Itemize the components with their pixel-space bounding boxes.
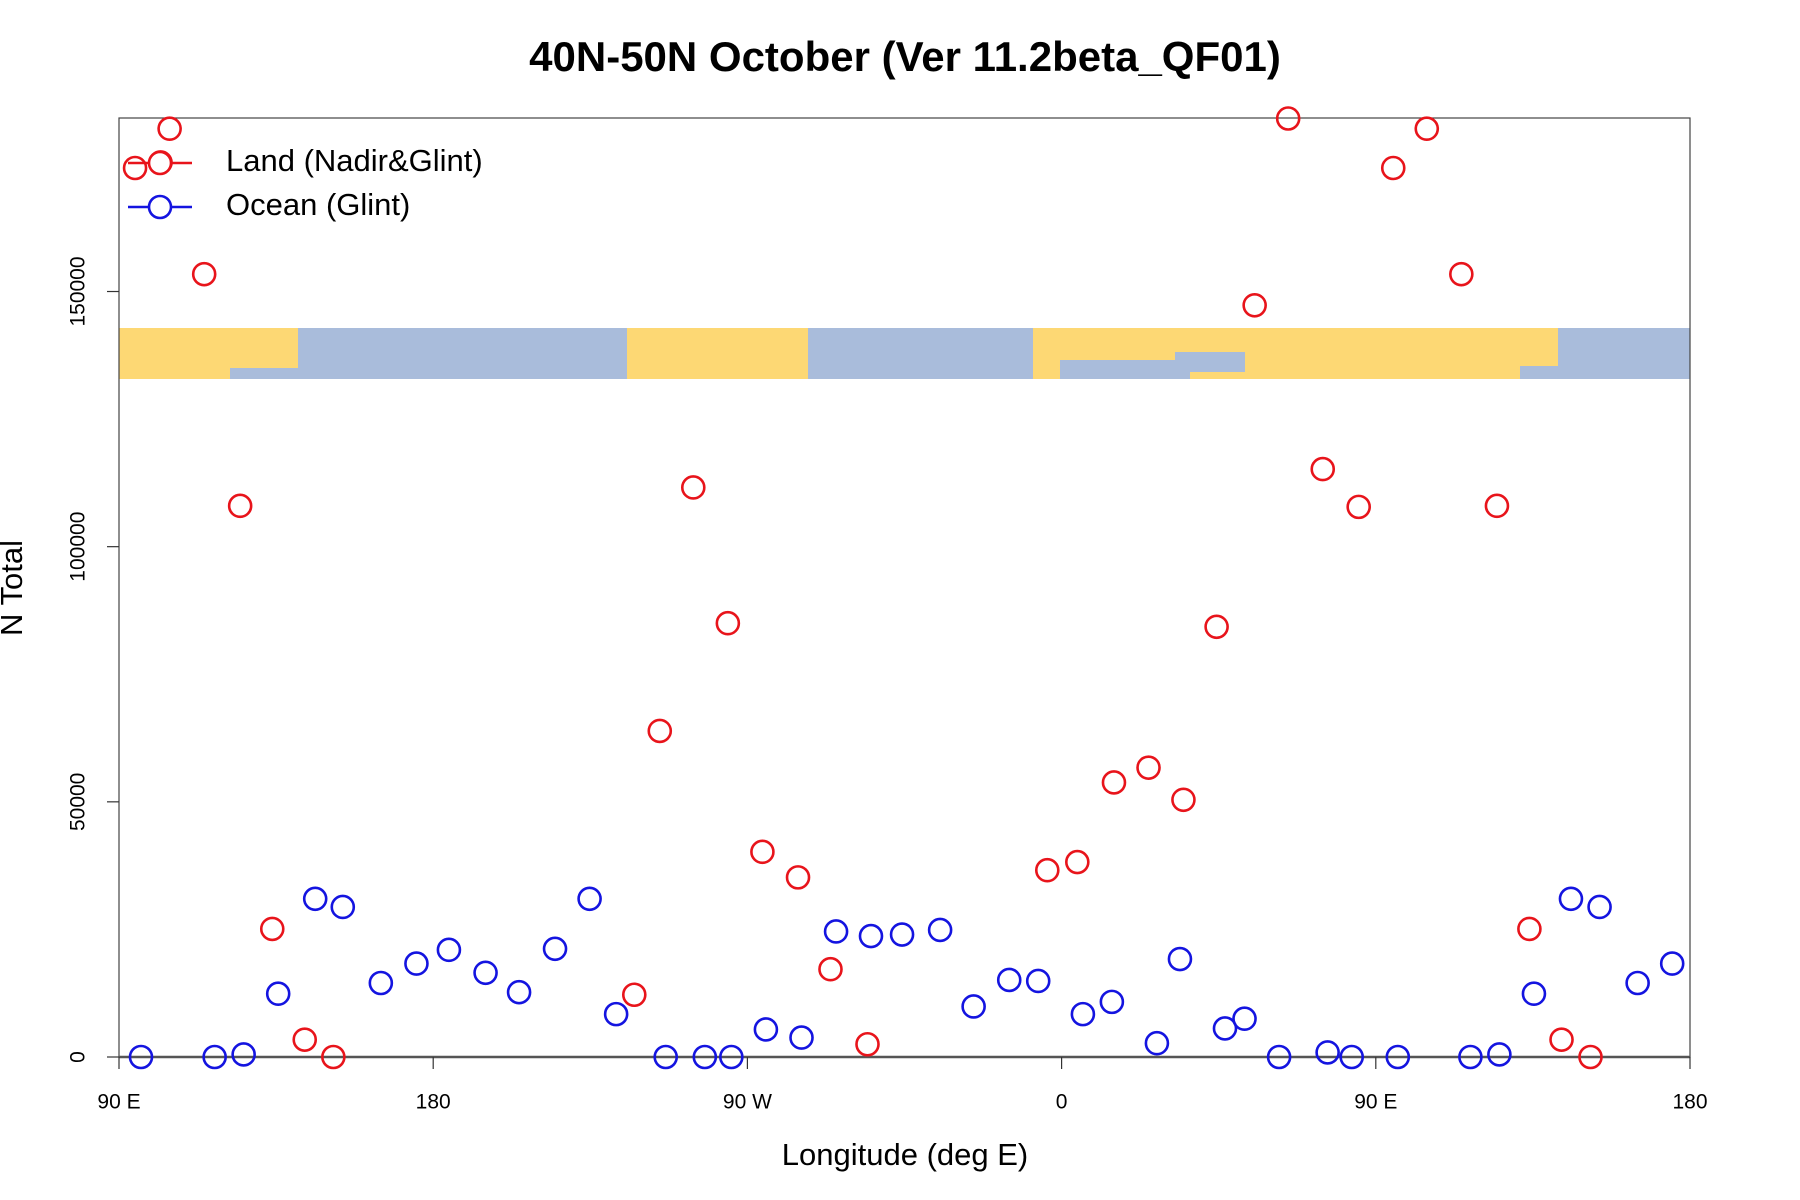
y-tick-label: 50000: [67, 773, 90, 831]
point: [1101, 770, 1127, 795]
point: [1315, 1040, 1340, 1065]
y-axis-label: N Total: [0, 540, 29, 636]
point: [1380, 155, 1406, 181]
point: [789, 1025, 814, 1050]
point: [1034, 857, 1060, 883]
point: [889, 922, 915, 947]
point: [1339, 1044, 1365, 1070]
point: [1065, 849, 1090, 875]
point: [1204, 614, 1229, 640]
point: [1070, 1001, 1096, 1027]
point: [1346, 494, 1371, 520]
point: [715, 610, 741, 636]
legend-label: Ocean (Glint): [226, 187, 410, 222]
x-tick-label: 180: [416, 1091, 451, 1114]
point: [818, 956, 843, 982]
point: [157, 116, 182, 142]
point: [1484, 493, 1510, 519]
point: [436, 937, 462, 963]
legend-marker: [147, 150, 173, 176]
point: [1171, 787, 1196, 813]
point: [1266, 1044, 1292, 1070]
legend-label: Land (Nadir&Glint): [226, 143, 483, 178]
point: [506, 979, 532, 1005]
point: [227, 493, 253, 519]
point: [122, 155, 148, 181]
point: [1144, 1030, 1170, 1056]
y-tick-label: 150000: [67, 256, 90, 326]
point: [1242, 292, 1267, 318]
point: [927, 917, 953, 943]
x-tick-label: 180: [1672, 1091, 1707, 1114]
point: [1385, 1044, 1411, 1070]
point: [292, 1027, 318, 1052]
point: [191, 261, 217, 287]
point: [753, 1017, 779, 1042]
point: [231, 1042, 256, 1067]
point: [1487, 1042, 1512, 1067]
point: [961, 994, 986, 1019]
point: [1549, 1027, 1574, 1052]
point: [1449, 261, 1474, 287]
point: [1025, 968, 1051, 994]
point: [1212, 1016, 1238, 1041]
point: [1310, 456, 1336, 482]
point: [858, 923, 884, 949]
point: [202, 1044, 227, 1070]
point: [404, 951, 429, 976]
point: [265, 981, 291, 1007]
plot-frame: [118, 117, 1691, 1058]
point: [577, 886, 602, 912]
x-axis-label: Longitude (deg E): [782, 1137, 1028, 1172]
point: [855, 1031, 880, 1057]
point: [1558, 886, 1584, 912]
point: [1659, 951, 1685, 976]
legend-marker: [147, 194, 173, 220]
y-tick-label: 0: [67, 1051, 90, 1063]
point: [621, 982, 647, 1008]
point: [719, 1044, 744, 1070]
point: [368, 970, 394, 996]
point: [647, 718, 673, 744]
point: [680, 475, 706, 500]
point: [1167, 946, 1193, 972]
point: [473, 960, 498, 986]
y-tick-label: 100000: [67, 512, 90, 582]
point: [692, 1044, 718, 1070]
point: [128, 1044, 154, 1070]
point: [823, 919, 849, 944]
point: [750, 839, 775, 865]
point: [1578, 1044, 1603, 1070]
point: [1275, 106, 1301, 131]
chart-title: 40N-50N October (Ver 11.2beta_QF01): [529, 33, 1281, 80]
point: [1458, 1044, 1483, 1070]
point: [785, 865, 811, 890]
x-tick-label: 0: [1056, 1091, 1068, 1114]
point: [1136, 755, 1161, 780]
point: [1521, 981, 1547, 1007]
point: [1625, 970, 1650, 996]
point: [1587, 894, 1612, 920]
point: [302, 886, 328, 912]
point: [259, 916, 285, 942]
point: [1232, 1006, 1257, 1032]
x-tick-label: 90 E: [97, 1091, 140, 1114]
point: [1517, 916, 1542, 942]
point: [321, 1044, 346, 1070]
point: [1414, 116, 1440, 142]
point: [603, 1001, 629, 1027]
x-tick-label: 90 W: [723, 1091, 772, 1114]
map-strip: [119, 328, 1690, 379]
point: [1099, 989, 1125, 1015]
point: [996, 967, 1022, 993]
point: [542, 936, 568, 962]
point: [653, 1044, 679, 1070]
point: [330, 894, 356, 920]
x-tick-label: 90 E: [1354, 1091, 1397, 1114]
